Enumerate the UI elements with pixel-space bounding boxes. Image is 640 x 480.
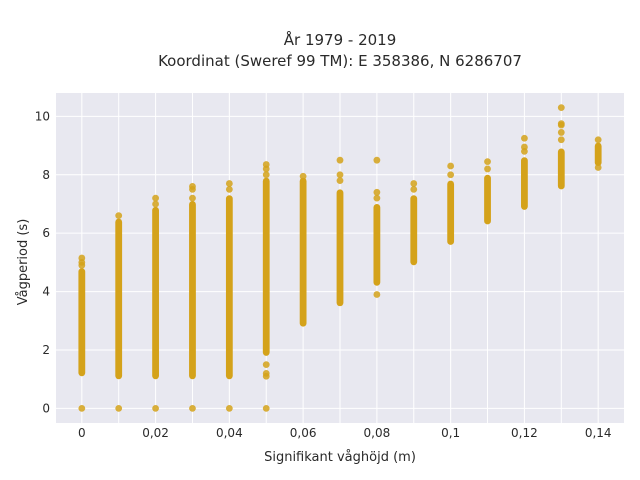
data-point [410,180,418,187]
chart-title-line2: Koordinat (Sweref 99 TM): E 358386, N 62… [158,52,522,70]
x-tick-label: 0 [78,426,86,440]
data-point [557,136,565,144]
data-point [484,158,491,166]
data-band [521,157,528,210]
data-point [373,156,381,164]
data-point [336,177,344,185]
data-point [152,194,159,202]
data-point [484,165,491,173]
data-point [225,180,233,187]
data-band [189,201,196,380]
data-point [78,261,86,269]
data-band [373,203,381,286]
x-tick-labels: 0 0,02 0,04 0,06 0,08 0,1 0,12 0,14 [78,426,612,440]
data-point [262,171,270,179]
data-band [410,195,418,266]
x-tick-label: 0,14 [585,426,612,440]
x-tick-label: 0,08 [364,426,391,440]
x-tick-label: 0,02 [142,426,169,440]
y-tick-label: 0 [42,401,50,415]
data-point [78,404,86,412]
data-band [484,174,491,225]
data-point [447,171,455,179]
y-axis-label: Vågperiod (s) [16,219,31,306]
data-point [557,129,565,136]
data-point [557,120,565,128]
data-point [152,200,159,208]
data-point [373,188,381,196]
data-point [521,143,528,151]
data-band [336,189,344,307]
x-tick-label: 0,04 [216,426,243,440]
data-point [594,136,602,144]
data-band [299,177,307,327]
data-band [557,148,565,190]
x-axis-label: Signifikant våghöjd (m) [264,450,416,465]
data-point [594,164,602,171]
x-tick-label: 0,06 [290,426,317,440]
data-point [410,185,418,193]
data-point [115,404,123,412]
y-tick-label: 4 [42,285,50,299]
y-tick-label: 10 [35,109,50,123]
data-band [262,177,270,356]
data-point [557,104,565,112]
y-tick-labels: 0 2 4 6 8 10 [35,109,50,415]
data-point [447,162,455,170]
data-point [189,404,196,412]
data-band [78,268,86,377]
data-point [299,172,307,180]
data-point [152,404,159,412]
x-tick-label: 0,12 [511,426,538,440]
data-point [189,183,196,190]
data-point [225,185,233,193]
data-point [373,291,381,298]
x-tick-label: 0,1 [441,426,460,440]
data-point [262,369,270,377]
data-point [189,194,196,202]
data-point [373,194,381,202]
data-point [262,361,270,368]
data-markers [78,104,602,412]
data-point [115,212,123,220]
data-band [115,218,123,380]
data-band [447,180,455,245]
data-point [521,134,528,142]
y-tick-label: 2 [42,343,50,357]
data-point [78,254,86,262]
data-point [336,171,344,179]
y-tick-label: 8 [42,168,50,182]
data-band [225,195,233,380]
data-point [225,404,233,412]
data-point [336,156,344,164]
data-point [262,404,270,412]
y-tick-label: 6 [42,226,50,240]
data-band [594,142,602,167]
chart-title-line1: År 1979 - 2019 [284,30,397,49]
data-band [152,206,159,380]
data-point [262,161,270,168]
